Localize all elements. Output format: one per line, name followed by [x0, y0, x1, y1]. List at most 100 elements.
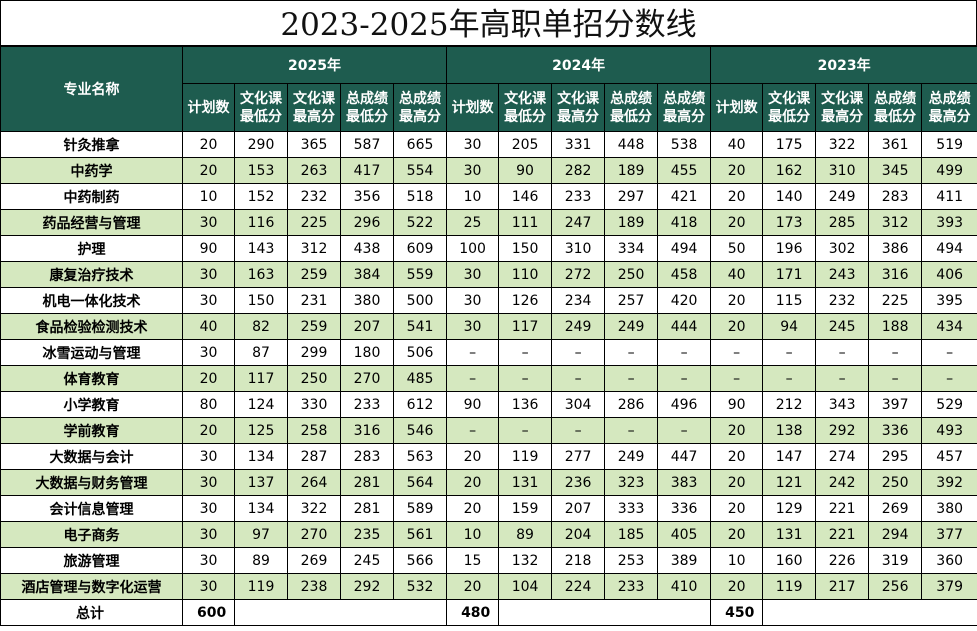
score-cell: 232: [287, 183, 341, 210]
score-cell: 418: [657, 209, 712, 236]
table-row: 酒店管理与数字化运营 30 119 238 292 532 20 104 224 233 410 20…: [0, 573, 977, 600]
score-cell: 296: [340, 209, 394, 236]
total-plan-count: 480: [446, 599, 500, 626]
score-cell: –: [604, 365, 659, 392]
score-cell: 20: [446, 443, 500, 470]
year-header: 2023年: [710, 46, 977, 84]
sub-column-header: 总成绩 最低分: [340, 83, 394, 132]
table-row: 机电一体化技术 30 150 231 380 500 30 126 234 257 420 20 115…: [0, 287, 977, 314]
score-cell: 259: [287, 313, 341, 340]
score-cell: 290: [234, 131, 288, 158]
score-cell: –: [551, 339, 606, 366]
score-cell: 283: [340, 443, 394, 470]
score-cell: 564: [392, 469, 448, 496]
table-row: 旅游管理 30 89 269 245 566 15 132 218 253 389 10 160 226 3…: [0, 547, 977, 574]
score-cell: 234: [551, 287, 606, 314]
score-cell: 97: [234, 521, 288, 548]
score-cell: 392: [921, 469, 977, 496]
sub-column-header: 计划数: [446, 83, 500, 132]
score-cell: –: [551, 365, 606, 392]
score-cell: 30: [446, 157, 500, 184]
score-cell: 343: [815, 391, 870, 418]
score-cell: 30: [446, 287, 500, 314]
score-cell: 485: [392, 365, 448, 392]
score-cell: 518: [392, 183, 448, 210]
table-row: 护理 90 143 312 438 609 100 150 310 334 494 50 196 302 3…: [0, 235, 977, 262]
score-cell: 292: [815, 417, 870, 444]
score-cell: 40: [710, 131, 764, 158]
score-cell: 233: [551, 183, 606, 210]
score-cell: –: [604, 417, 659, 444]
score-cell: 272: [551, 261, 606, 288]
score-cell: 131: [762, 521, 817, 548]
score-cell: 554: [392, 157, 448, 184]
score-cell: 245: [815, 313, 870, 340]
score-cell: 438: [340, 235, 394, 262]
score-cell: 270: [287, 521, 341, 548]
score-cell: 163: [234, 261, 288, 288]
score-cell: 336: [657, 495, 712, 522]
score-cell: 152: [234, 183, 288, 210]
score-cell: 15: [446, 547, 500, 574]
score-cell: 256: [868, 573, 923, 600]
sub-column-header: 总成绩 最高分: [921, 83, 977, 132]
total-row: 总计 600 480 450: [0, 599, 977, 626]
score-cell: 125: [234, 417, 288, 444]
sub-column-header: 文化课 最低分: [234, 83, 288, 132]
total-plan-count: 600: [182, 599, 235, 626]
score-cell: 395: [921, 287, 977, 314]
score-cell: 493: [921, 417, 977, 444]
score-cell: 294: [868, 521, 923, 548]
score-cell: 189: [604, 209, 659, 236]
score-cell: 232: [815, 287, 870, 314]
score-cell: 455: [657, 157, 712, 184]
score-cell: 538: [657, 131, 712, 158]
score-cell: 310: [815, 157, 870, 184]
score-cell: 10: [446, 183, 500, 210]
score-cell: 274: [815, 443, 870, 470]
score-cell: 30: [446, 261, 500, 288]
total-empty-cell: [498, 599, 712, 626]
score-cell: 117: [234, 365, 288, 392]
score-cell: 541: [392, 313, 448, 340]
score-cell: –: [657, 365, 712, 392]
score-cell: 383: [657, 469, 712, 496]
score-cell: 104: [498, 573, 553, 600]
score-cell: 319: [868, 547, 923, 574]
score-cell: –: [498, 339, 553, 366]
score-cell: 494: [657, 235, 712, 262]
score-cell: 333: [604, 495, 659, 522]
sub-column-header: 计划数: [182, 83, 235, 132]
score-cell: 519: [921, 131, 977, 158]
table-row: 中药制药 10 152 232 356 518 10 146 233 297 421 20 140 249…: [0, 183, 977, 210]
score-cell: 295: [868, 443, 923, 470]
score-cell: 281: [340, 469, 394, 496]
score-cell: 336: [868, 417, 923, 444]
score-cell: 30: [182, 209, 235, 236]
score-cell: 50: [710, 235, 764, 262]
score-cell: 322: [287, 495, 341, 522]
score-cell: –: [710, 365, 764, 392]
score-cell: 185: [604, 521, 659, 548]
score-cell: 379: [921, 573, 977, 600]
score-cell: 136: [498, 391, 553, 418]
total-empty-cell: [762, 599, 977, 626]
score-cell: 665: [392, 131, 448, 158]
score-cell: 397: [868, 391, 923, 418]
score-cell: –: [657, 339, 712, 366]
score-cell: 447: [657, 443, 712, 470]
table-row: 电子商务 30 97 270 235 561 10 89 204 185 405 20 131 221 29…: [0, 521, 977, 548]
score-cell: 30: [446, 313, 500, 340]
table-row: 小学教育 80 124 330 233 612 90 136 304 286 496 90 212 343…: [0, 391, 977, 418]
score-cell: 20: [710, 209, 764, 236]
score-cell: 243: [815, 261, 870, 288]
score-cell: 30: [446, 131, 500, 158]
score-cell: 393: [921, 209, 977, 236]
score-cell: 270: [340, 365, 394, 392]
score-cell: 522: [392, 209, 448, 236]
score-cell: 134: [234, 495, 288, 522]
score-cell: 377: [921, 521, 977, 548]
table-row: 会计信息管理 30 134 322 281 589 20 159 207 333 336 20 129 2…: [0, 495, 977, 522]
score-cell: 312: [287, 235, 341, 262]
score-cell: 207: [340, 313, 394, 340]
